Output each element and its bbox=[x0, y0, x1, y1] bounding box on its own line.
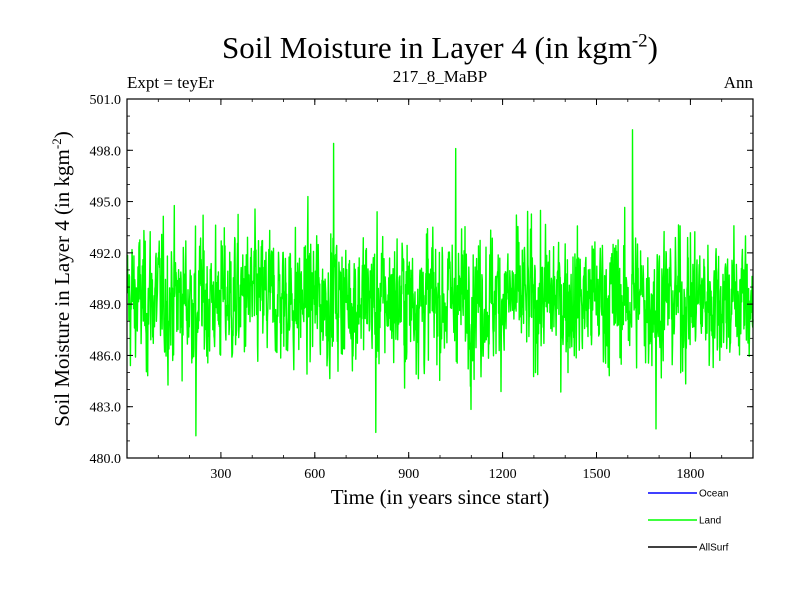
legend-label-allsurf: AllSurf bbox=[699, 543, 729, 554]
y-tick-label: 501.0 bbox=[90, 93, 122, 108]
x-axis-label: Time (in years since start) bbox=[330, 485, 550, 509]
title-text: Soil Moisture in Layer 4 (in kgm bbox=[222, 30, 632, 65]
title-close: ) bbox=[647, 30, 658, 65]
title-exponent: -2 bbox=[631, 30, 648, 52]
y-tick-label: 492.0 bbox=[90, 247, 122, 262]
x-tick-label: 600 bbox=[304, 467, 325, 482]
period-label: 217_8_MaBP bbox=[392, 67, 488, 86]
axes-layer: 480.0 483.0 486.0 489.0 492.0 495.0 498.0 501.0… bbox=[90, 93, 753, 482]
y-tick-label: 480.0 bbox=[90, 452, 122, 467]
series-line-land bbox=[126, 129, 754, 437]
x-tick-label: 1800 bbox=[676, 467, 704, 482]
y-tick-label: 486.0 bbox=[90, 349, 122, 364]
legend-label-ocean: Ocean bbox=[699, 489, 728, 500]
x-tick-label: 900 bbox=[398, 467, 419, 482]
x-tick-label: 300 bbox=[210, 467, 231, 482]
series-layer bbox=[126, 129, 754, 437]
chart-title: Soil Moisture in Layer 4 (in kgm-2) bbox=[0, 30, 800, 66]
y-tick-label: 498.0 bbox=[90, 144, 122, 159]
season-label: Ann bbox=[723, 73, 753, 92]
x-tick-label: 1200 bbox=[489, 467, 517, 482]
y-tick-label: 483.0 bbox=[90, 401, 122, 416]
x-tick-label: 1500 bbox=[583, 467, 611, 482]
legend: Ocean Land AllSurf bbox=[648, 489, 729, 554]
legend-label-land: Land bbox=[699, 516, 721, 527]
experiment-label: Expt = teyEr bbox=[127, 73, 215, 92]
y-tick-label: 495.0 bbox=[90, 196, 122, 211]
y-tick-label: 489.0 bbox=[90, 298, 122, 313]
